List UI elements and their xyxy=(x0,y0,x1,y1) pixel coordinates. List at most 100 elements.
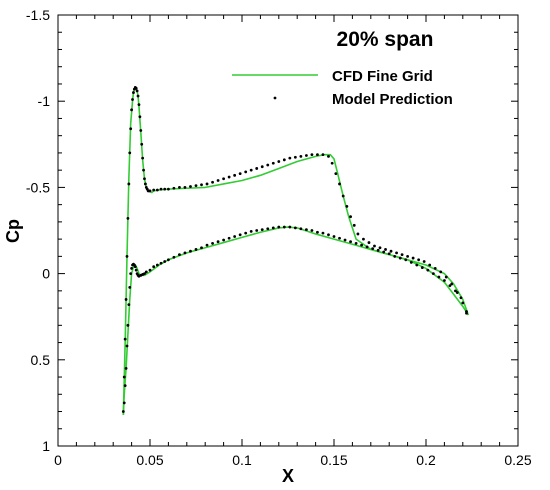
series-1-point-1-19 xyxy=(143,272,146,275)
series-1-point-1-72 xyxy=(420,266,424,269)
plot-frame xyxy=(57,14,519,447)
series-1-point-0-37 xyxy=(183,186,187,189)
series-1-point-0-86 xyxy=(439,270,443,274)
series-1-point-0-39 xyxy=(194,184,198,188)
legend: CFD Fine Grid Model Prediction xyxy=(232,68,453,108)
series-1-point-0-3 xyxy=(124,298,128,301)
series-1-point-0-87 xyxy=(444,275,448,279)
x-tick-label-3: 0.15 xyxy=(320,452,347,468)
series-1-point-1-34 xyxy=(211,242,214,245)
series-1-point-0-6 xyxy=(127,182,131,186)
series-1-point-0-33 xyxy=(163,187,167,191)
series-1-point-0-40 xyxy=(200,183,203,187)
series-1-point-0-90 xyxy=(461,301,465,305)
series-1-point-0-68 xyxy=(345,204,349,208)
series-1-point-1-38 xyxy=(233,235,237,238)
series-1-point-0-79 xyxy=(400,253,404,257)
series-1-point-0-2 xyxy=(123,337,127,341)
series-1-point-1-74 xyxy=(431,272,435,275)
series-1-point-0-53 xyxy=(271,161,275,165)
series-1-point-1-0 xyxy=(122,401,126,405)
series-1-point-0-16 xyxy=(136,94,140,98)
series-1-point-1-12 xyxy=(133,265,137,269)
series-1-point-1-3 xyxy=(125,344,129,348)
series-1-point-1-6 xyxy=(128,285,132,289)
series-1-point-1-55 xyxy=(327,233,330,237)
series-1-point-0-58 xyxy=(299,154,303,158)
series-1-point-1-54 xyxy=(321,231,325,235)
series-0-line-0 xyxy=(122,87,469,415)
series-1-point-1-2 xyxy=(124,367,128,370)
x-tick-label-2: 0.1 xyxy=(232,452,252,468)
series-1-point-0-34 xyxy=(167,187,170,191)
series-1-point-0-31 xyxy=(155,188,159,192)
legend-label-cfd: CFD Fine Grid xyxy=(332,68,433,85)
series-1-point-1-60 xyxy=(354,242,358,245)
series-1-point-0-56 xyxy=(288,156,292,160)
y-axis-title: Cp xyxy=(3,219,23,243)
series-1-point-1-50 xyxy=(299,227,303,231)
series-1-point-1-67 xyxy=(393,254,397,258)
series-1-point-1-80 xyxy=(465,310,468,313)
series-1-point-0-77 xyxy=(389,249,393,253)
series-1-point-1-27 xyxy=(172,255,176,259)
series-1-point-0-61 xyxy=(316,153,319,157)
series-1-point-0-63 xyxy=(327,154,330,158)
series-1-point-0-42 xyxy=(211,180,214,184)
series-1-point-1-61 xyxy=(360,243,363,247)
series-1-point-0-52 xyxy=(266,163,270,167)
series-1-point-0-62 xyxy=(321,153,325,157)
series-1-point-0-88 xyxy=(450,282,454,286)
series-1-point-0-85 xyxy=(433,267,437,270)
series-1-point-1-24 xyxy=(159,261,163,265)
series-1-point-0-49 xyxy=(249,168,253,172)
x-tick-label-1: 0.05 xyxy=(136,452,163,468)
series-1-point-1-59 xyxy=(349,240,352,244)
series-1-point-0-1 xyxy=(122,375,126,379)
series-1-point-1-48 xyxy=(288,225,292,229)
series-1-point-1-5 xyxy=(127,303,131,307)
series-1-point-1-7 xyxy=(129,272,133,275)
series-1-point-0-21 xyxy=(141,156,145,160)
series-1-point-1-29 xyxy=(183,251,187,255)
series-1-point-1-69 xyxy=(404,258,408,262)
y-tick-label-0: 1 xyxy=(42,438,50,454)
series-1-point-0-35 xyxy=(172,186,176,190)
series-1-point-1-31 xyxy=(194,248,198,251)
series-1-point-0-69 xyxy=(349,215,352,219)
series-1-point-1-75 xyxy=(437,275,441,279)
series-1-point-1-51 xyxy=(305,228,308,232)
series-1-point-0-32 xyxy=(159,187,163,191)
series-1-point-1-65 xyxy=(382,250,386,254)
series-1-point-1-37 xyxy=(227,236,231,240)
series-1-point-0-17 xyxy=(137,103,141,107)
series-1-point-0-76 xyxy=(384,248,387,251)
series-1-point-1-79 xyxy=(459,296,463,300)
series-1-point-0-11 xyxy=(132,91,135,94)
series-1-point-0-83 xyxy=(422,260,426,263)
series-1-point-1-47 xyxy=(282,225,286,229)
series-1-point-1-77 xyxy=(448,284,452,288)
series-1-point-0-46 xyxy=(233,173,237,177)
series-1-point-0-5 xyxy=(126,217,130,220)
series-1-point-1-13 xyxy=(134,268,138,272)
series-1-point-0-19 xyxy=(139,129,143,132)
y-tick-label-2: 0 xyxy=(42,266,50,282)
y-tick-label-5: -1.5 xyxy=(26,7,50,23)
series-1-point-1-28 xyxy=(178,253,181,257)
axes-layer: 0 0.05 0.1 0.15 0.2 0.25 1 0.5 0 -0.5 -1 -1.5 xyxy=(26,7,532,468)
legend-label-model: Model Prediction xyxy=(332,91,453,108)
series-1-point-1-32 xyxy=(200,246,203,250)
series-1-point-0-43 xyxy=(216,179,220,182)
series-1-point-0-18 xyxy=(138,115,142,119)
series-1-point-0-48 xyxy=(244,170,248,174)
series-1-point-1-46 xyxy=(277,225,281,229)
series-1-point-0-82 xyxy=(417,258,421,262)
series-1-point-1-62 xyxy=(365,245,369,249)
series-1-point-0-72 xyxy=(362,237,365,241)
series-1-point-0-24 xyxy=(144,182,147,186)
x-axis-title: X xyxy=(282,466,294,486)
series-1-point-0-0 xyxy=(121,410,125,413)
series-1-point-1-53 xyxy=(316,230,319,234)
y-tick-label-3: -0.5 xyxy=(26,179,50,195)
